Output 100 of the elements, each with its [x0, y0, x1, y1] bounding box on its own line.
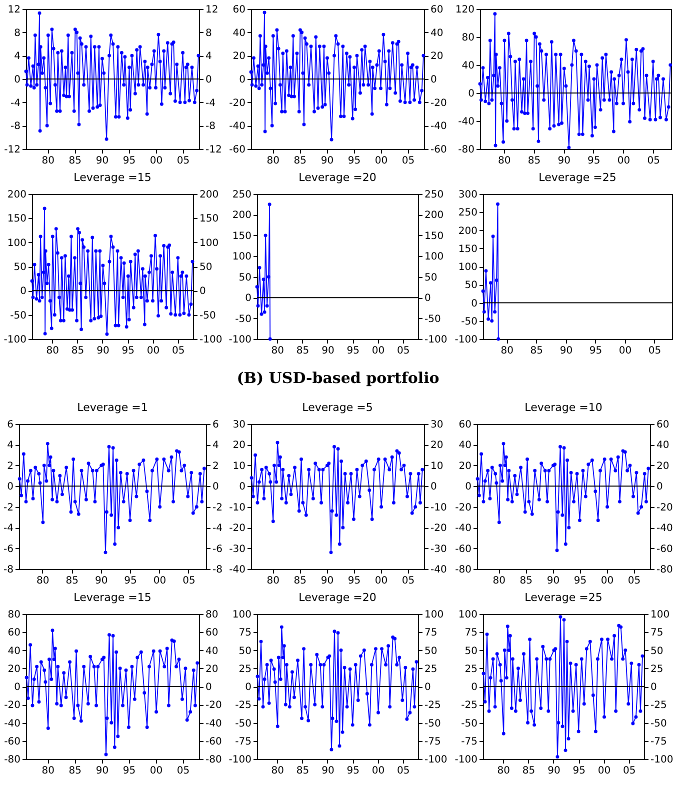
x-tick-label: 05	[176, 766, 190, 776]
y2-tick-label: 50	[200, 262, 212, 273]
y2-tick-label: 12	[206, 4, 218, 16]
y-tick-label: -40	[229, 121, 246, 132]
y2-tick-label: 150	[200, 214, 219, 225]
x-tick-label: 00	[150, 156, 163, 166]
x-tick-label: 95	[122, 346, 134, 356]
y-tick-label: 4	[7, 440, 14, 452]
x-tick-label: 05	[622, 766, 636, 776]
chart-title: Leverage =10	[524, 401, 602, 414]
x-tick-label: 95	[572, 766, 586, 776]
y-tick-label: -50	[235, 314, 252, 325]
y2-tick-label: 50	[650, 646, 663, 657]
y2-tick-label: 100	[424, 610, 444, 620]
y2-tick-label: -60	[656, 544, 672, 555]
y2-tick-label: 0	[206, 682, 212, 693]
y-tick-label: 0	[245, 293, 252, 304]
y2-tick-label: 25	[650, 664, 663, 675]
y2-tick-label: -4	[206, 98, 216, 109]
x-tick-label: 05	[182, 576, 196, 586]
x-tick-label: 80	[267, 156, 280, 166]
y-tick-label: 20	[233, 440, 246, 452]
y-tick-label: 50	[14, 262, 26, 273]
y2-tick-label: 20	[656, 460, 669, 472]
x-tick-label: 85	[522, 766, 535, 776]
x-tick-label: 85	[530, 346, 543, 356]
y-tick-label: 2	[7, 460, 14, 472]
y-tick-label: 150	[458, 244, 478, 255]
x-tick-label: 85	[528, 156, 540, 166]
y-tick-label: 200	[458, 226, 478, 237]
y2-tick-label: 200	[424, 210, 444, 222]
y2-tick-label: 0	[212, 482, 219, 493]
x-tick-label: 80	[267, 576, 280, 586]
y2-tick-label: 0	[430, 482, 438, 493]
y-tick-label: 50	[464, 280, 478, 292]
y-tick-label: -12	[4, 144, 20, 156]
y2-tick-label: 50	[424, 272, 438, 284]
x-tick-label: 90	[546, 576, 560, 586]
x-tick-label: 85	[68, 766, 82, 776]
y2-tick-label: 40	[656, 440, 669, 452]
y2-tick-label: -100	[650, 754, 673, 766]
y2-tick-label: -40	[430, 564, 448, 576]
y2-tick-label: -20	[430, 98, 448, 109]
y2-tick-label: 20	[430, 51, 444, 62]
x-tick-label: 90	[96, 766, 109, 776]
x-tick-label: 05	[397, 346, 410, 356]
y2-tick-label: 0	[656, 482, 663, 493]
x-tick-label: 05	[176, 156, 190, 166]
y-tick-label: -10	[229, 502, 246, 514]
y-tick-label: 100	[232, 252, 252, 263]
x-tick-label: 85	[294, 576, 307, 586]
y-tick-label: -100	[454, 334, 478, 346]
x-tick-label: 00	[600, 576, 614, 586]
x-tick-label: 05	[646, 156, 660, 166]
y2-tick-label: -8	[206, 121, 216, 132]
y2-tick-label: 60	[430, 4, 444, 16]
x-tick-label: 80	[500, 346, 514, 356]
x-tick-label: 00	[372, 766, 385, 776]
y2-tick-label: 100	[424, 252, 444, 263]
x-tick-label: 00	[153, 576, 166, 586]
y-tick-label: -40	[458, 116, 474, 128]
y-tick-label: 100	[7, 238, 26, 249]
x-tick-label: 95	[589, 346, 602, 356]
x-tick-label: 80	[272, 346, 284, 356]
chart-title: Leverage =5	[302, 401, 374, 414]
y-tick-label: -80	[4, 754, 20, 766]
y2-tick-label: 150	[424, 230, 444, 242]
y-tick-label: 0	[245, 682, 252, 693]
chart-title: Leverage =25	[538, 171, 616, 184]
x-tick-label: 00	[618, 346, 632, 356]
y-tick-label: 250	[458, 208, 478, 219]
x-tick-label: 80	[36, 576, 50, 586]
x-tick-label: 85	[68, 156, 82, 166]
x-tick-label: 90	[321, 576, 334, 586]
x-tick-label: 90	[94, 576, 108, 586]
y2-tick-label: -25	[424, 700, 442, 712]
y2-tick-label: 30	[430, 420, 444, 430]
y-tick-label: 12	[8, 4, 20, 16]
y-tick-label: -100	[454, 754, 478, 766]
x-tick-label: 95	[347, 766, 360, 776]
y-tick-label: 0	[470, 298, 478, 310]
y-tick-label: -20	[4, 700, 20, 712]
y-tick-label: 120	[455, 4, 474, 16]
x-tick-label: 80	[42, 766, 54, 776]
y2-tick-label: -60	[206, 736, 222, 748]
y-tick-label: -6	[4, 544, 14, 555]
y-tick-label: -20	[229, 98, 246, 109]
y2-tick-label: 75	[650, 628, 663, 639]
x-tick-label: 90	[322, 346, 335, 356]
y2-tick-label: -8	[212, 564, 222, 576]
y2-tick-label: 8	[206, 28, 212, 39]
chart-title: Leverage =20	[298, 591, 377, 604]
y-tick-label: 40	[458, 440, 472, 452]
y2-tick-label: 100	[200, 238, 219, 249]
y-tick-label: -40	[454, 523, 472, 534]
y2-tick-label: -30	[430, 544, 448, 555]
y-tick-label: 0	[464, 482, 472, 493]
y-tick-label: -100	[4, 334, 26, 346]
y2-tick-label: -50	[424, 314, 442, 325]
x-tick-label: 80	[492, 576, 506, 586]
